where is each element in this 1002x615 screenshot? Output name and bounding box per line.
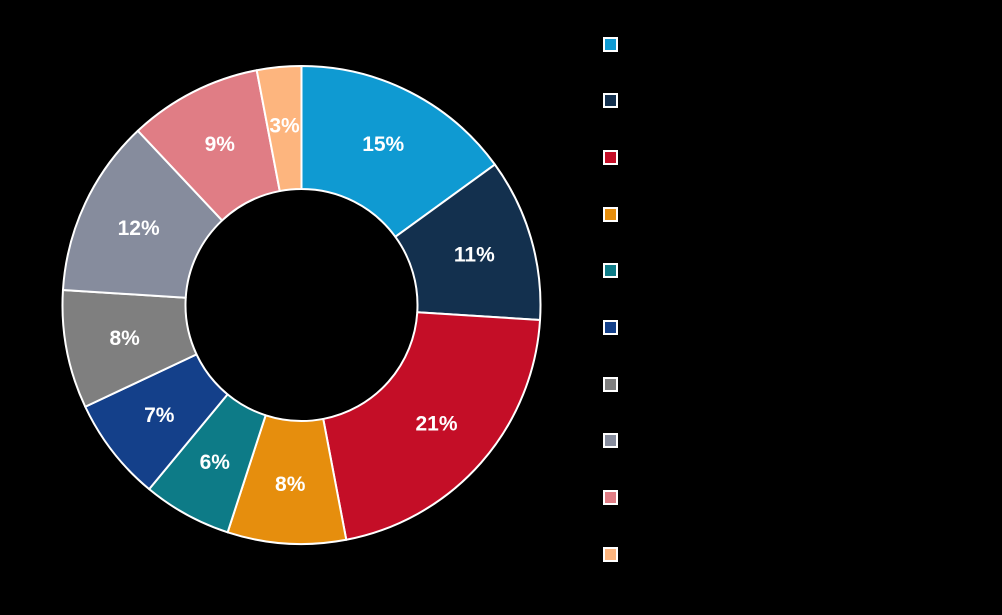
slice-label: 12%	[118, 217, 160, 240]
legend-swatch	[603, 376, 618, 392]
legend-swatch	[603, 320, 618, 335]
legend-item-6	[603, 320, 626, 336]
donut-slice-1	[300, 65, 496, 238]
legend-swatch	[603, 263, 618, 279]
legend-item-10	[603, 546, 626, 562]
slice-label: 21%	[416, 413, 458, 436]
slice-label: 6%	[200, 451, 231, 474]
slice-label: 11%	[454, 243, 495, 266]
slice-label: 7%	[144, 404, 175, 427]
slice-label: 8%	[275, 473, 306, 496]
legend-item-5	[603, 263, 626, 279]
legend-swatch	[603, 546, 618, 562]
donut-slice-10	[255, 65, 303, 193]
legend-item-7	[603, 376, 626, 392]
legend-item-3	[603, 149, 626, 165]
slice-label: 8%	[110, 327, 141, 350]
donut-slice-3	[322, 311, 542, 541]
legend-item-9	[603, 490, 626, 506]
slice-label: 15%	[362, 133, 404, 156]
legend-item-2	[603, 93, 626, 109]
chart-legend	[603, 0, 983, 615]
legend-swatch	[603, 93, 618, 109]
legend-swatch	[603, 36, 618, 52]
legend-swatch	[603, 433, 618, 449]
legend-swatch	[603, 206, 618, 222]
legend-item-1	[603, 36, 626, 52]
legend-item-4	[603, 206, 626, 222]
legend-item-8	[603, 433, 626, 449]
legend-swatch	[603, 149, 618, 165]
legend-swatch	[603, 490, 618, 506]
slice-label: 9%	[205, 133, 236, 156]
slice-label: 3%	[269, 114, 300, 137]
